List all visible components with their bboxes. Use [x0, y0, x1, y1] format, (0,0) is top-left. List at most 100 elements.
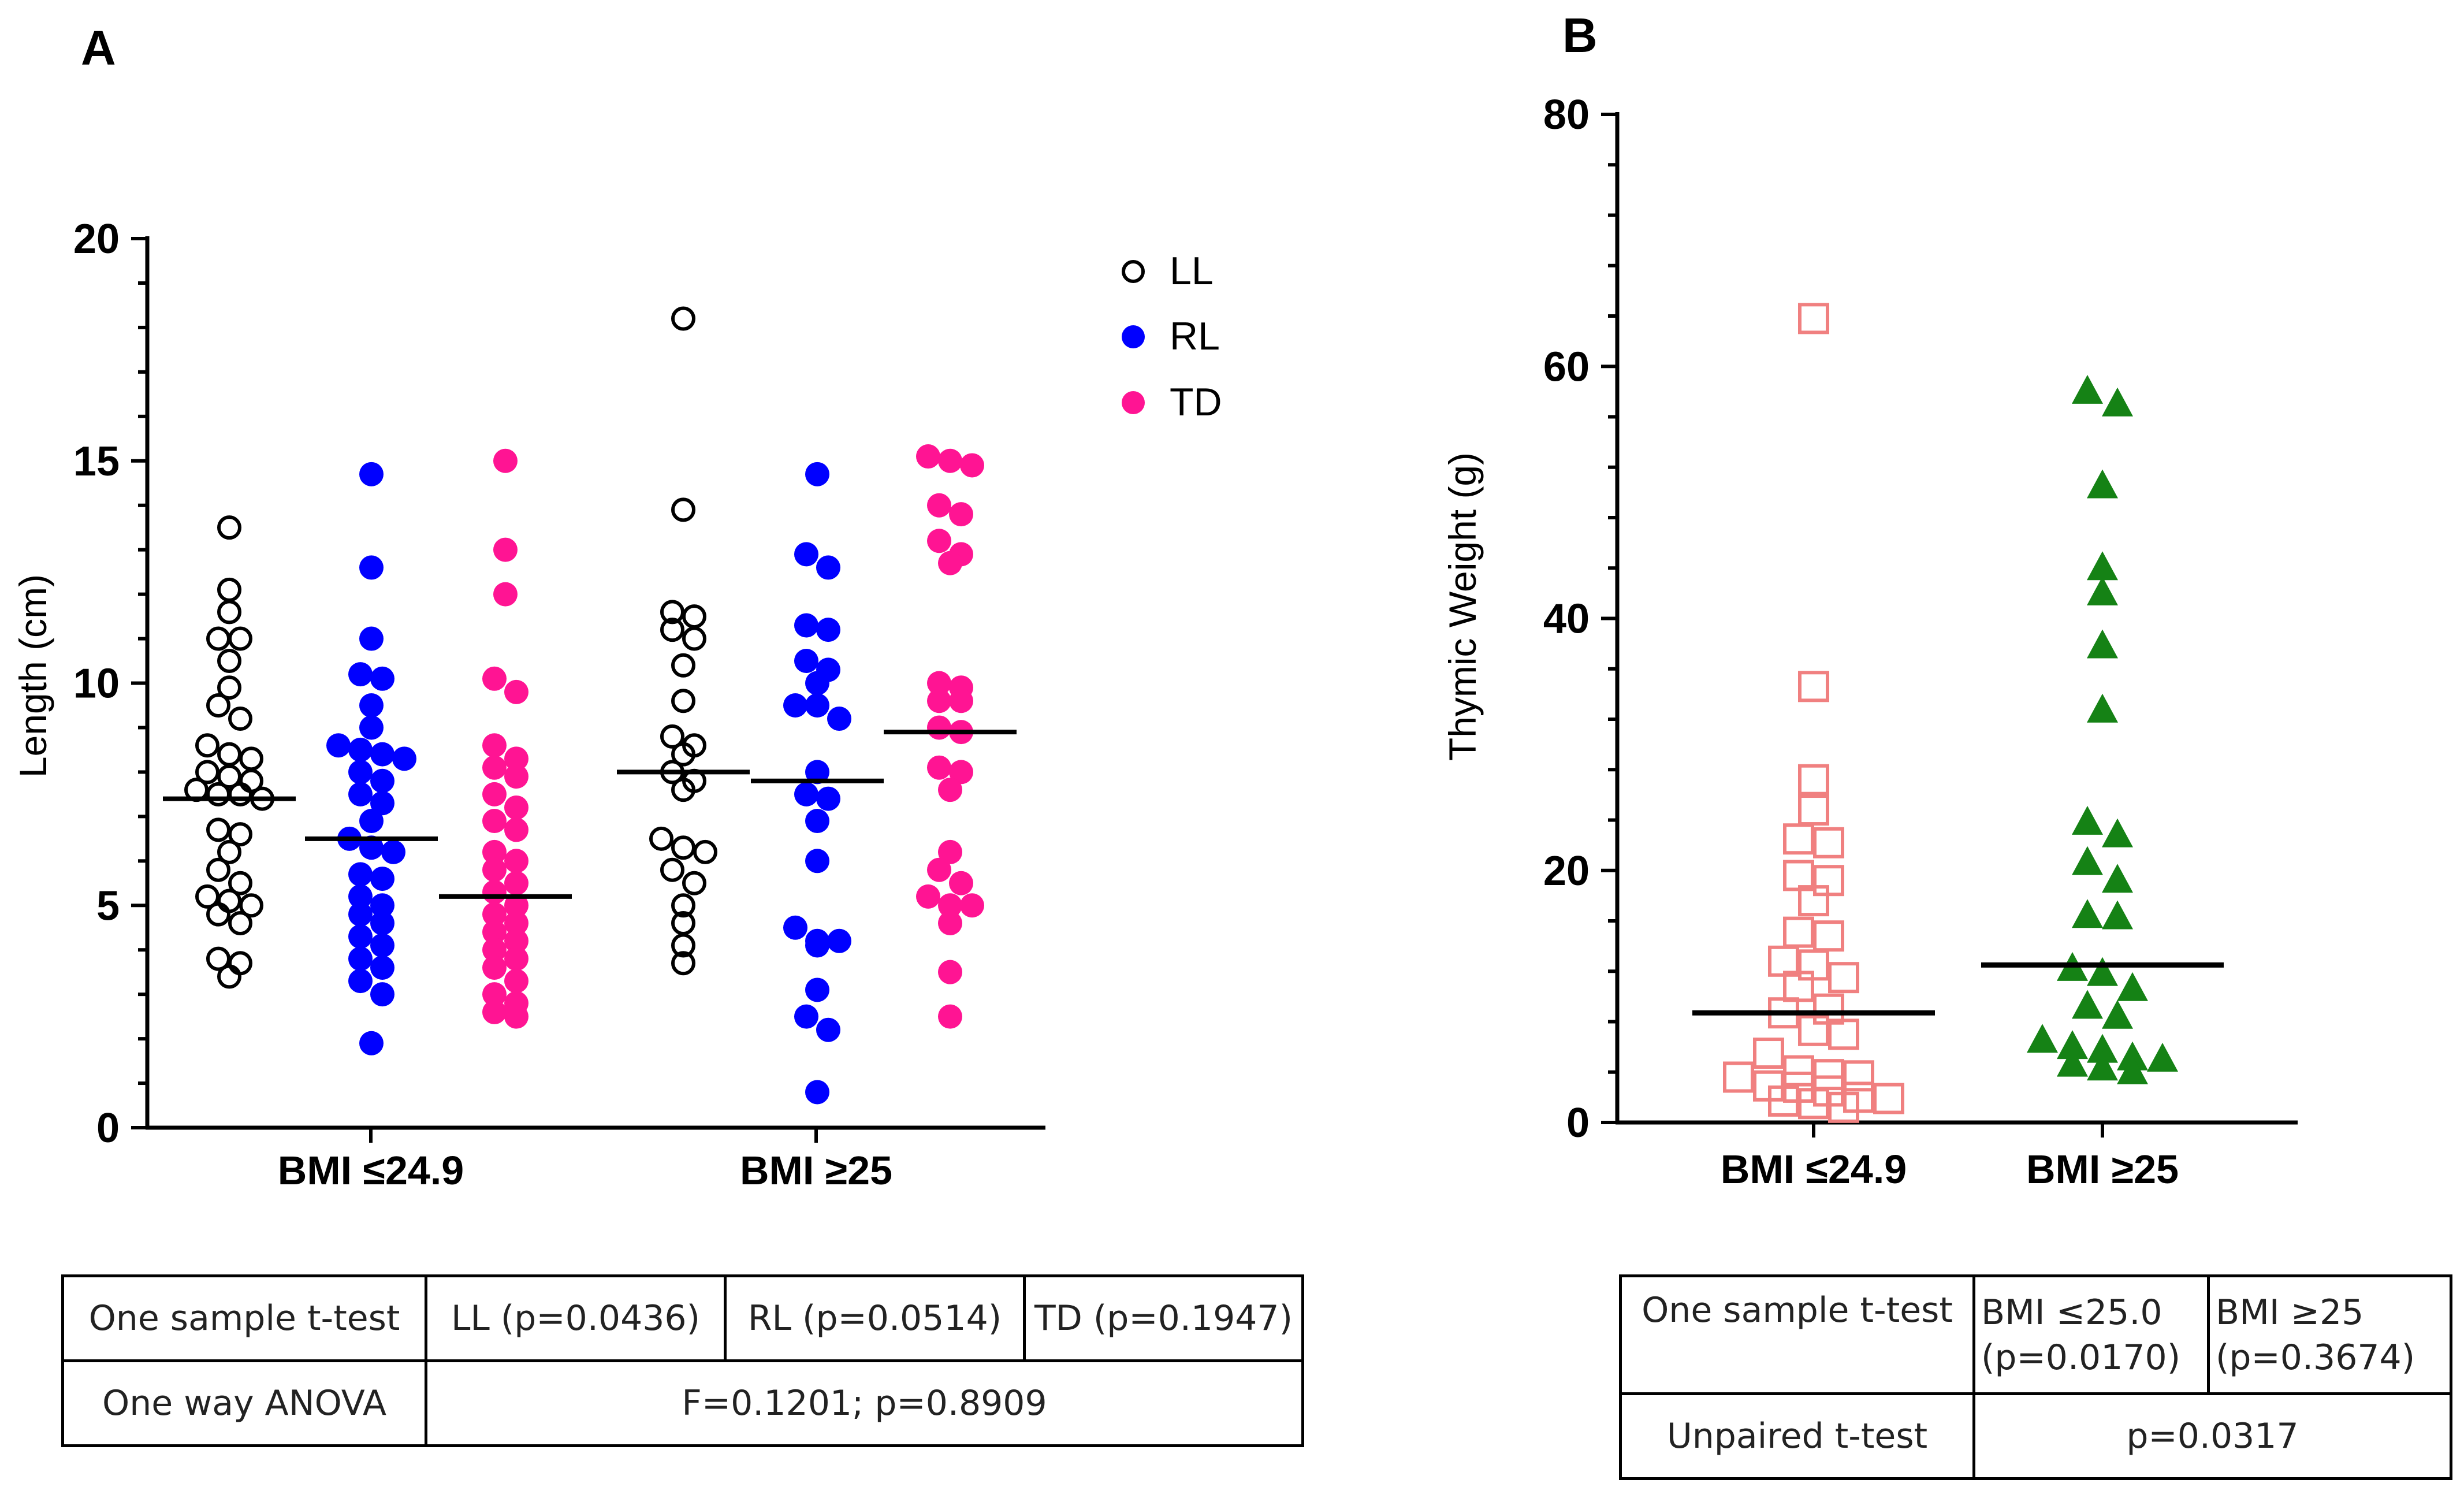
- point-thymus-bmi-25: [2087, 693, 2118, 723]
- panel-b-ytick-label: 20: [1543, 848, 1590, 894]
- point-rl-bmi-25: [794, 1004, 818, 1029]
- point-td-bmi-24-9: [482, 839, 507, 864]
- point-td-bmi-24-9: [504, 946, 528, 971]
- point-td-bmi-25: [960, 453, 984, 478]
- panel-a-axes: 0 5 10 15 20: [73, 216, 1045, 1151]
- point-thymus-bmi-24-9: [1783, 823, 1814, 855]
- point-ll-bmi-25: [671, 933, 695, 958]
- point-ll-bmi-25: [671, 893, 695, 918]
- panel-b-ytick-label: 60: [1543, 344, 1590, 390]
- point-thymus-bmi-25: [2102, 864, 2133, 893]
- point-rl-bmi-24-9: [348, 662, 373, 687]
- stats-table-a: One sample t-test LL (p=0.0436) RL (p=0.…: [61, 1274, 1304, 1447]
- point-td-bmi-24-9: [504, 746, 528, 771]
- point-td-bmi-25: [927, 529, 951, 553]
- point-rl-bmi-24-9: [359, 1031, 384, 1055]
- point-rl-bmi-24-9: [348, 884, 373, 909]
- point-thymus-bmi-25: [2057, 1047, 2088, 1077]
- point-rl-bmi-25: [805, 849, 829, 873]
- panel-b-axes: 0 20 40 60 80: [1543, 92, 2298, 1146]
- point-td-bmi-24-9: [504, 928, 528, 953]
- point-td-bmi-25: [927, 689, 951, 713]
- point-rl-bmi-24-9: [348, 782, 373, 806]
- point-td-bmi-24-9: [482, 938, 507, 962]
- point-rl-bmi-25: [816, 618, 840, 642]
- point-ll-bmi-25: [660, 600, 684, 625]
- point-thymus-bmi-24-9: [1828, 1091, 1859, 1123]
- table-b-low-result: BMI ≤25.0 (p=0.0170): [1972, 1274, 2210, 1395]
- point-rl-bmi-24-9: [326, 733, 351, 758]
- point-rl-bmi-24-9: [359, 715, 384, 740]
- legend-marker-ll: [1122, 260, 1145, 283]
- table-a-anova-result: F=0.1201; p=0.8909: [425, 1359, 1304, 1447]
- point-rl-bmi-24-9: [370, 955, 394, 980]
- point-thymus-bmi-25: [2087, 1034, 2118, 1063]
- point-td-bmi-25: [938, 960, 962, 984]
- point-rl-bmi-24-9: [348, 946, 373, 971]
- panel-a-label: A: [81, 21, 116, 75]
- point-rl-bmi-24-9: [370, 911, 394, 936]
- point-thymus-bmi-25: [2072, 990, 2103, 1019]
- point-td-bmi-24-9: [482, 999, 507, 1024]
- panel-a-marks: [163, 306, 1017, 1105]
- point-td-bmi-24-9: [504, 764, 528, 789]
- point-thymus-bmi-25: [2087, 629, 2118, 659]
- point-td-bmi-25: [938, 551, 962, 575]
- panel-a-ytick-label: 5: [96, 883, 120, 929]
- point-ll-bmi-25: [693, 839, 717, 864]
- table-b-low-line1: BMI ≤25.0: [1981, 1292, 2162, 1333]
- point-td-bmi-24-9: [482, 782, 507, 806]
- point-ll-bmi-25: [660, 857, 684, 882]
- point-ll-bmi-24-9: [217, 742, 241, 767]
- legend: LL RL TD: [1122, 249, 1222, 424]
- point-ll-bmi-24-9: [239, 746, 263, 771]
- table-a-row1-label: One sample t-test: [61, 1274, 427, 1362]
- point-thymus-bmi-25: [2102, 818, 2133, 847]
- point-thymus-bmi-25: [2072, 899, 2103, 928]
- legend-label-rl: RL: [1170, 314, 1220, 358]
- point-td-bmi-24-9: [482, 857, 507, 882]
- point-ll-bmi-24-9: [228, 951, 252, 976]
- point-td-bmi-24-9: [504, 1004, 528, 1029]
- panel-a-ytick-label: 20: [73, 216, 120, 262]
- point-rl-bmi-24-9: [370, 982, 394, 1007]
- point-ll-bmi-25: [660, 618, 684, 642]
- point-ll-bmi-24-9: [195, 760, 219, 785]
- point-rl-bmi-24-9: [370, 768, 394, 793]
- point-ll-bmi-24-9: [239, 893, 263, 918]
- panel-b-marks: [1692, 303, 2224, 1123]
- point-rl-bmi-25: [783, 693, 807, 718]
- point-thymus-bmi-25: [2087, 576, 2118, 605]
- point-ll-bmi-24-9: [217, 964, 241, 989]
- point-rl-bmi-24-9: [348, 760, 373, 785]
- point-rl-bmi-25: [805, 933, 829, 958]
- table-b-row1-label: One sample t-test: [1619, 1274, 1975, 1395]
- point-td-bmi-25: [927, 715, 951, 740]
- point-thymus-bmi-24-9: [1798, 1088, 1829, 1120]
- point-ll-bmi-24-9: [206, 782, 230, 806]
- point-ll-bmi-24-9: [217, 577, 241, 602]
- point-rl-bmi-24-9: [348, 902, 373, 927]
- table-b-row2-label: Unpaired t-test: [1619, 1392, 1975, 1480]
- point-rl-bmi-25: [805, 462, 829, 486]
- point-rl-bmi-24-9: [370, 791, 394, 816]
- legend-label-ll: LL: [1170, 249, 1214, 293]
- point-ll-bmi-24-9: [195, 733, 219, 758]
- point-td-bmi-25: [938, 893, 962, 918]
- point-thymus-bmi-25: [2087, 1051, 2118, 1081]
- table-a-ll-result: LL (p=0.0436): [425, 1274, 727, 1362]
- point-td-bmi-25: [938, 448, 962, 473]
- point-ll-bmi-24-9: [206, 693, 230, 718]
- point-ll-bmi-24-9: [217, 600, 241, 625]
- point-td-bmi-24-9: [504, 679, 528, 704]
- point-rl-bmi-25: [816, 786, 840, 811]
- point-td-bmi-24-9: [482, 920, 507, 945]
- point-rl-bmi-24-9: [348, 862, 373, 887]
- point-ll-bmi-24-9: [228, 626, 252, 651]
- legend-label-td: TD: [1170, 380, 1222, 424]
- point-td-bmi-24-9: [482, 902, 507, 927]
- point-td-bmi-25: [938, 911, 962, 936]
- point-td-bmi-25: [960, 893, 984, 918]
- point-rl-bmi-25: [783, 915, 807, 940]
- panel-b-ytick-label: 80: [1543, 92, 1590, 138]
